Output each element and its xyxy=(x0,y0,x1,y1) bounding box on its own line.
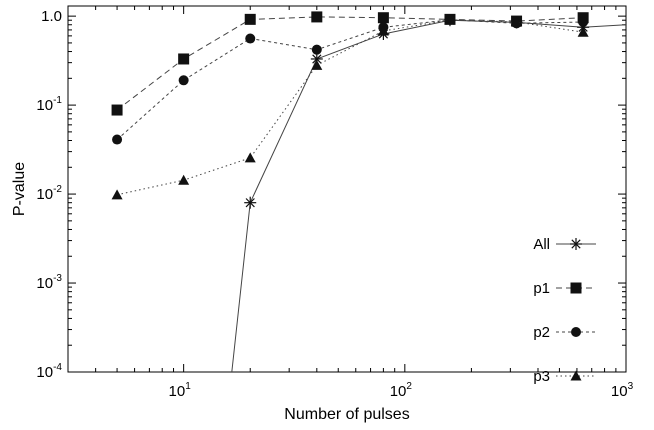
x-axis-title: Number of pulses xyxy=(284,406,409,423)
legend-label-p3: p3 xyxy=(533,368,550,385)
legend-label-p2: p2 xyxy=(533,324,550,341)
plot-border xyxy=(67,5,627,373)
data-point-p1 xyxy=(244,13,256,25)
data-point-p3 xyxy=(377,25,389,36)
legend-marker-p2 xyxy=(571,327,581,337)
data-point-p1 xyxy=(111,104,123,116)
data-point-p1 xyxy=(311,11,323,23)
legend-label-p1: p1 xyxy=(533,280,550,297)
y-axis-title: P-value xyxy=(11,162,28,216)
data-point-p3 xyxy=(178,174,190,185)
data-point-all xyxy=(310,52,323,65)
data-point-p2 xyxy=(311,44,322,55)
data-point-p1 xyxy=(178,53,190,65)
data-point-p3 xyxy=(311,59,323,70)
legend-marker-p3 xyxy=(570,370,582,381)
x-tick-label: 103 xyxy=(611,381,634,400)
data-point-p3 xyxy=(444,14,456,25)
y-tick-label: 1.0 xyxy=(41,8,62,25)
data-point-p2 xyxy=(578,16,589,27)
data-point-all xyxy=(244,196,257,209)
x-tick-label: 101 xyxy=(169,381,192,400)
x-tick-label: 102 xyxy=(390,381,413,400)
axis-ticks: 101 102 103 10-4 10-3 10-2 10-1 1.0 xyxy=(36,6,634,400)
data-point-p3 xyxy=(111,189,123,200)
data-point-p1 xyxy=(377,12,389,24)
series-layer xyxy=(111,11,626,372)
series-line-all xyxy=(231,19,626,372)
data-point-p3 xyxy=(577,26,589,37)
legend-marker-all xyxy=(570,238,582,250)
star-arm xyxy=(312,54,322,64)
y-tick-label: 10-4 xyxy=(36,362,62,381)
series-line-p1 xyxy=(116,16,584,111)
series-line-p3 xyxy=(116,19,584,196)
legend-label-all: All xyxy=(533,236,550,253)
y-tick-label: 10-3 xyxy=(36,273,62,292)
data-point-p2 xyxy=(112,134,123,145)
series-line-p2 xyxy=(116,19,584,140)
star-arm xyxy=(571,239,581,249)
plot-frame xyxy=(67,5,627,373)
data-point-p3 xyxy=(511,16,523,27)
data-point-p3 xyxy=(244,152,256,163)
legend-marker-p1 xyxy=(570,282,582,294)
y-tick-label: 10-1 xyxy=(36,95,62,114)
data-point-p2 xyxy=(245,33,256,44)
data-point-p2 xyxy=(178,75,189,86)
y-tick-label: 10-2 xyxy=(36,184,62,203)
star-arm xyxy=(245,198,255,208)
legend: All p1 p2 p3 xyxy=(533,236,596,385)
